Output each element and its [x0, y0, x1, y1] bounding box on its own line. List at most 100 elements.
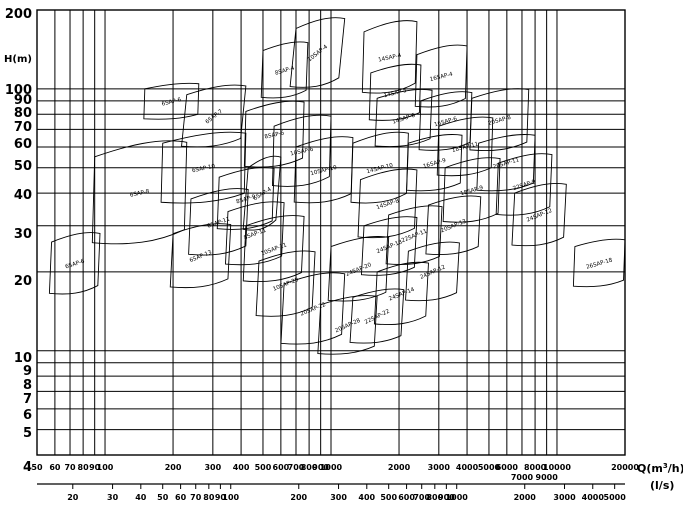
x-tick-label-secondary: 800 — [426, 493, 443, 502]
x-axis-title-secondary: (l/s) — [650, 479, 674, 492]
y-tick-label: 40 — [14, 188, 32, 203]
x-tick-label-secondary: 20 — [67, 493, 79, 502]
x-axis-title: Q(m3/h) — [637, 462, 683, 475]
envelope-outline — [349, 288, 405, 344]
envelope-outline — [495, 153, 553, 216]
y-tick-label: 200 — [5, 7, 32, 22]
envelope-outline — [425, 195, 482, 256]
x-tick-label-secondary: 30 — [107, 493, 119, 502]
x-tick-label-secondary: 1000 — [446, 493, 469, 502]
envelope-outline — [160, 131, 247, 204]
y-tick-label: 80 — [14, 106, 32, 121]
x-tick-label: 3000 — [428, 463, 451, 472]
y-tick-label: 30 — [14, 227, 32, 242]
pump-envelope: 8SAP-4 — [260, 41, 309, 99]
envelope-label: 6SAP-10 — [192, 164, 217, 175]
x-tick-label-secondary: 700 — [413, 493, 430, 502]
x-tick-label: 100 — [97, 463, 114, 472]
envelope-outline — [271, 114, 332, 187]
x-tick-label: 90 — [89, 463, 101, 472]
pump-envelope: 6SAP-10 — [160, 131, 247, 204]
x-tick-label-secondary: 50 — [157, 493, 169, 502]
envelope-outline — [511, 182, 567, 247]
y-tick-label: 20 — [14, 274, 32, 289]
envelope-outline — [143, 82, 200, 120]
x-tick-label: 20000 — [611, 463, 639, 472]
envelope-outline — [188, 188, 249, 256]
envelope-outline — [361, 20, 418, 94]
x-tick-label: 6000 — [496, 463, 519, 472]
x-tick-label: 70 — [64, 463, 76, 472]
envelope-outline — [476, 134, 536, 192]
x-tick-label: 7000 — [511, 473, 534, 482]
envelope-outline — [327, 236, 390, 302]
envelope-label: 6SAP-6 — [161, 97, 182, 108]
envelope-outline — [48, 232, 101, 295]
envelope-outline — [169, 223, 232, 289]
envelope-outline — [242, 155, 282, 231]
pump-envelope: 6SAP-6 — [48, 232, 101, 295]
envelope-outline — [360, 216, 418, 276]
x-tick-label: 200 — [165, 463, 182, 472]
x-tick-label-secondary: 2000 — [514, 493, 537, 502]
x-tick-label-secondary: 70 — [190, 493, 202, 502]
y-tick-label: 60 — [14, 137, 32, 152]
envelope-outline — [317, 295, 378, 355]
x-tick-label-secondary: 40 — [135, 493, 147, 502]
x-tick-label: 5000 — [478, 463, 501, 472]
envelope-outline — [225, 201, 285, 266]
x-tick-label: 800 — [301, 463, 318, 472]
envelope-outline — [357, 168, 418, 239]
envelope-outline — [373, 261, 429, 326]
y-tick-label: 70 — [14, 120, 32, 135]
x-tick-label: 50 — [31, 463, 43, 472]
envelope-label: 16SAP-4 — [429, 71, 454, 83]
y-tick-label: 8 — [23, 378, 32, 393]
x-tick-label-secondary: 100 — [222, 493, 239, 502]
x-tick-label-secondary: 400 — [358, 493, 375, 502]
envelope-label: 14SAP-4 — [378, 53, 403, 64]
envelope-outline — [414, 44, 468, 108]
x-tick-label: 900 — [312, 463, 329, 472]
x-tick-label: 600 — [273, 463, 290, 472]
x-tick-label: 400 — [233, 463, 250, 472]
y-axis-title: H(m) — [4, 54, 32, 65]
x-tick-label-secondary: 200 — [290, 493, 307, 502]
y-tick-label: 9 — [23, 364, 32, 379]
x-tick-label-secondary: 80 — [203, 493, 215, 502]
pump-envelope: 6SAP-6 — [143, 82, 200, 120]
envelope-outline — [280, 272, 346, 345]
y-tick-label: 4 — [23, 460, 32, 475]
x-tick-label: 4000 — [456, 463, 479, 472]
pump-envelope: 14SAP-4 — [361, 20, 418, 94]
envelope-outline — [216, 167, 275, 230]
x-tick-label-secondary: 600 — [398, 493, 415, 502]
y-tick-label: 90 — [14, 93, 32, 108]
y-tick-label: 7 — [23, 392, 32, 407]
pump-envelope: 16SAP-4 — [414, 44, 468, 108]
x-tick-label: 1000 — [320, 463, 343, 472]
envelope-label: 10SAP-6 — [290, 147, 315, 158]
envelope-outline — [572, 238, 626, 288]
envelope-outline — [350, 131, 409, 204]
x-tick-label-secondary: 900 — [438, 493, 455, 502]
envelope-outline — [374, 89, 433, 148]
envelope-outline — [242, 215, 305, 283]
y-tick-label: 5 — [23, 426, 32, 441]
x-tick-label-secondary: 4000 — [582, 493, 605, 502]
pump-envelope: 10SAP-6 — [271, 114, 332, 187]
x-tick-label: 500 — [255, 463, 272, 472]
envelope-label: 6SAP-8 — [129, 189, 150, 199]
y-tick-label: 6 — [23, 408, 32, 423]
x-tick-label-secondary: 500 — [380, 493, 397, 502]
x-tick-label-secondary: 5000 — [604, 493, 627, 502]
envelope-outline — [406, 134, 463, 192]
envelope-outline — [368, 63, 422, 121]
y-tick-label: 100 — [5, 83, 32, 98]
envelope-outline — [181, 84, 247, 148]
